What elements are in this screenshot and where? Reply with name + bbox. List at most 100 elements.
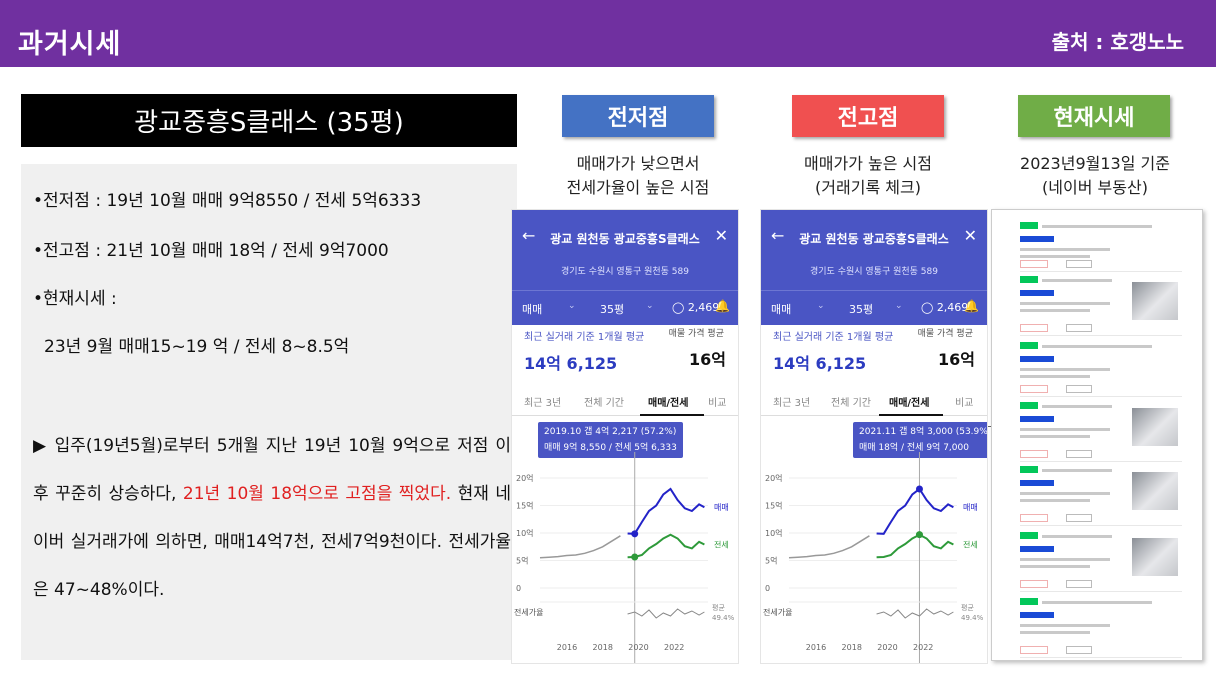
- close-icon[interactable]: ✕: [714, 226, 728, 245]
- x-tick-label: 2020: [877, 643, 897, 652]
- basis-label: 최근 실거래 기준 1개월 평균: [524, 332, 645, 343]
- listing-detail-bar: [1020, 492, 1110, 495]
- chat-icon: ◯: [672, 301, 685, 314]
- y-tick-label: 15억: [516, 501, 534, 511]
- listing-item[interactable]: [1020, 222, 1182, 272]
- trade-type-select[interactable]: 매매: [771, 303, 792, 316]
- sale-series-line: [876, 487, 954, 535]
- summary-box: •전저점 : 19년 10월 매매 9억8550 / 전세 5억6333 •전고…: [21, 164, 517, 660]
- app-title: 광교 원천동 광교중흥S클래스: [550, 232, 700, 246]
- listing-photo: [1132, 472, 1178, 510]
- listing-date-chip: [1020, 260, 1048, 268]
- badge-current-price: 현재시세: [1018, 95, 1170, 137]
- listing-button: [1066, 646, 1092, 654]
- app-navbar: ← 광교 원천동 광교중흥S클래스 ✕ 경기도 수원시 영통구 원천동 589 …: [512, 210, 738, 325]
- listing-detail-bar: [1020, 309, 1090, 312]
- arrow-left-icon[interactable]: ←: [771, 226, 785, 245]
- chart-tooltip: 2021.11 갭 8억 3,000 (53.9%) 매매 18억 / 전세 9…: [853, 422, 988, 458]
- size-select[interactable]: 35평: [600, 303, 625, 316]
- bell-icon[interactable]: 🔔: [715, 299, 730, 313]
- tab-recent-3y[interactable]: 최근 3년: [524, 398, 562, 409]
- y-tick-label: 15억: [765, 501, 783, 511]
- tooltip-gap: 2019.10 갭 4억 2,217 (57.2%): [544, 427, 677, 437]
- listing-date-chip: [1020, 514, 1048, 522]
- slide-header: 과거시세 출처 : 호갱노노: [0, 0, 1216, 67]
- ratio-avg-value: 49.4%: [712, 614, 735, 622]
- y-tick-label: 0: [765, 584, 770, 593]
- listing-date-chip: [1020, 324, 1048, 332]
- listing-button: [1066, 514, 1092, 522]
- x-tick-label: 2018: [842, 643, 862, 652]
- listing-tag: [1020, 402, 1038, 409]
- listing-date-chip: [1020, 646, 1048, 654]
- slide-title: 과거시세: [18, 29, 122, 60]
- sale-marker-point: [631, 530, 639, 538]
- tab-all-period[interactable]: 전체 기간: [584, 398, 624, 409]
- chevron-down-icon: ⌄: [646, 301, 654, 311]
- listing-detail-bar: [1020, 428, 1110, 431]
- talk-count[interactable]: ◯ 2,469: [921, 301, 968, 314]
- bullet-low: •전저점 : 19년 10월 매매 9억8550 / 전세 5억6333: [33, 191, 422, 211]
- sale-series-label: 매매: [963, 503, 978, 512]
- listing-date-chip: [1020, 450, 1048, 458]
- tab-compare[interactable]: 비교: [708, 398, 727, 409]
- listing-item[interactable]: [1020, 598, 1182, 658]
- bell-icon[interactable]: 🔔: [964, 299, 979, 313]
- caption-current: 2023년9월13일 기준 (네이버 부동산): [980, 152, 1210, 200]
- tooltip-prices: 매매 18억 / 전세 9억 7,000: [859, 443, 969, 453]
- listing-detail-bar: [1020, 302, 1110, 305]
- size-select[interactable]: 35평: [849, 303, 874, 316]
- tab-all-period[interactable]: 전체 기간: [831, 398, 871, 409]
- recent-price: 14억 6,125: [773, 354, 867, 373]
- tooltip-prices: 매매 9억 8,550 / 전세 5억 6,333: [544, 443, 677, 453]
- asking-price: 16억: [689, 350, 726, 369]
- bullet-high: •전고점 : 21년 10월 매매 18억 / 전세 9억7000: [33, 241, 389, 261]
- listing-price-bar: [1020, 480, 1054, 486]
- listing-item[interactable]: [1020, 276, 1182, 336]
- talk-count-value: 2,469: [936, 301, 969, 314]
- listing-button: [1066, 580, 1092, 588]
- listing-item[interactable]: [1020, 466, 1182, 526]
- basis-label: 최근 실거래 기준 1개월 평균: [773, 332, 894, 343]
- listing-item[interactable]: [1020, 342, 1182, 397]
- listing-item[interactable]: [1020, 532, 1182, 592]
- chart-tooltip: 2019.10 갭 4억 2,217 (57.2%) 매매 9억 8,550 /…: [538, 422, 683, 458]
- y-tick-label: 5억: [765, 556, 777, 566]
- caption-high-line2: (거래기록 체크): [815, 178, 921, 197]
- tab-recent-3y[interactable]: 최근 3년: [773, 398, 811, 409]
- jeonse-marker-point: [631, 553, 639, 561]
- listing-tag: [1020, 222, 1038, 229]
- listing-tag: [1020, 342, 1038, 349]
- sale-series-line: [627, 487, 705, 535]
- listing-button: [1066, 260, 1092, 268]
- x-tick-label: 2016: [557, 643, 577, 652]
- caption-low-line1: 매매가가 낮으면서: [576, 154, 700, 173]
- listing-tag: [1020, 598, 1038, 605]
- listing-date-chip: [1020, 385, 1048, 393]
- paragraph-highlight: 21년 10월 18억으로 고점을 찍었다.: [182, 484, 452, 504]
- listing-price-bar: [1020, 356, 1054, 362]
- app-address: 경기도 수원시 영통구 원천동 589: [561, 267, 689, 277]
- listing-item[interactable]: [1020, 402, 1182, 462]
- listing-price-bar: [1020, 290, 1054, 296]
- tab-sale-jeonse[interactable]: 매매/전세: [889, 398, 930, 409]
- chat-icon: ◯: [921, 301, 934, 314]
- chart-tabs: 최근 3년 전체 기간 매매/전세 비교: [512, 388, 738, 416]
- active-tab-indicator: [879, 414, 943, 416]
- tooltip-gap: 2021.11 갭 8억 3,000 (53.9%): [859, 427, 988, 437]
- ratio-avg-label: 평균: [712, 603, 725, 612]
- close-icon[interactable]: ✕: [963, 226, 977, 245]
- trade-type-select[interactable]: 매매: [522, 303, 543, 316]
- listing-detail-bar: [1020, 631, 1090, 634]
- listing-name-bar: [1042, 279, 1112, 282]
- y-tick-label: 10억: [765, 528, 783, 538]
- tab-sale-jeonse[interactable]: 매매/전세: [648, 398, 689, 409]
- tab-compare[interactable]: 비교: [955, 398, 974, 409]
- asking-price: 16억: [938, 350, 975, 369]
- arrow-left-icon[interactable]: ←: [522, 226, 536, 245]
- badge-low-point: 전저점: [562, 95, 714, 137]
- ratio-label: 전세가율: [514, 607, 543, 617]
- talk-count[interactable]: ◯ 2,469: [672, 301, 719, 314]
